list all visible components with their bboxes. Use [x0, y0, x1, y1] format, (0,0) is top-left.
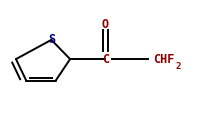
Text: 2: 2	[175, 62, 181, 71]
Text: CHF: CHF	[153, 53, 175, 66]
Text: S: S	[48, 33, 55, 46]
Text: C: C	[102, 53, 109, 66]
Text: O: O	[102, 18, 109, 31]
